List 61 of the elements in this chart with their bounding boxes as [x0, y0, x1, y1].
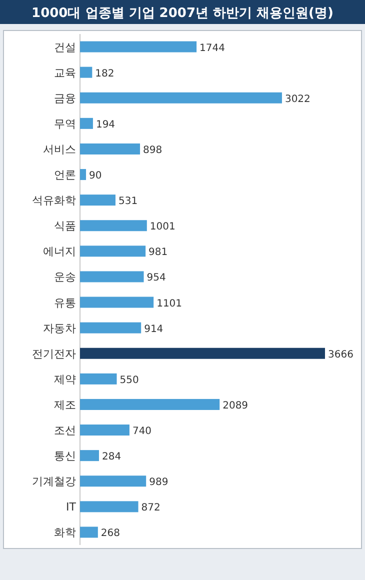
- y-tick-label: 유통: [54, 296, 76, 310]
- bar: [80, 348, 325, 359]
- data-label: 1101: [156, 298, 182, 310]
- y-tick-label: 무역: [54, 117, 76, 130]
- data-label: 898: [143, 144, 162, 156]
- bar: [80, 194, 116, 206]
- data-label: 872: [141, 502, 160, 514]
- bar: [80, 526, 98, 538]
- y-tick-label: IT: [66, 500, 76, 514]
- bar: [80, 246, 146, 257]
- bar: [80, 373, 117, 384]
- data-label: 740: [132, 426, 152, 438]
- bar: [80, 118, 93, 129]
- y-tick-label: 기계철강: [32, 475, 76, 488]
- y-tick-label: 서비스: [43, 142, 76, 156]
- bar: [80, 398, 220, 410]
- data-label: 531: [118, 196, 138, 208]
- bar: [80, 169, 86, 180]
- data-label: 989: [149, 477, 168, 488]
- y-tick-label: 전기전자: [32, 347, 76, 360]
- data-label: 90: [89, 170, 102, 182]
- y-tick-label: 조선: [54, 424, 76, 438]
- bar: [80, 143, 140, 154]
- y-tick-label: 금융: [54, 92, 76, 105]
- y-tick-label: 제약: [54, 372, 76, 386]
- bar: [80, 476, 146, 487]
- data-label: 182: [95, 68, 114, 80]
- y-tick-label: 화학: [54, 526, 76, 540]
- y-tick-label: 언론: [54, 168, 76, 182]
- bar: [80, 501, 138, 512]
- bar: [80, 271, 144, 282]
- bar: [80, 450, 99, 462]
- bar: [80, 322, 142, 334]
- data-label: 914: [144, 324, 164, 335]
- bar: [80, 66, 92, 78]
- bar: [80, 296, 154, 308]
- data-label: 3666: [328, 349, 354, 360]
- y-tick-label: 교육: [54, 66, 76, 80]
- y-tick-label: 제조: [54, 398, 76, 412]
- y-tick-label: 석유화학: [32, 194, 76, 208]
- bar: [80, 220, 147, 232]
- data-label: 981: [148, 247, 168, 258]
- bar: [80, 92, 282, 104]
- data-label: 284: [102, 452, 122, 463]
- y-tick-label: 식품: [54, 220, 76, 233]
- chart-title: 1000대 업종별 기업 2007년 하반기 채용인원(명): [32, 6, 334, 21]
- y-tick-label: 통신: [54, 450, 76, 463]
- y-tick-label: 운송: [54, 270, 76, 284]
- data-label: 194: [96, 119, 116, 130]
- data-label: 3022: [284, 94, 310, 105]
- data-label: 550: [120, 374, 139, 386]
- y-tick-label: 자동차: [43, 322, 76, 335]
- y-tick-label: 에너지: [43, 245, 76, 258]
- data-label: 2089: [222, 400, 248, 412]
- data-label: 954: [146, 272, 166, 284]
- data-label: 1001: [150, 222, 176, 233]
- bar: [80, 424, 130, 436]
- y-tick-label: 건설: [54, 40, 76, 54]
- data-label: 1744: [200, 42, 226, 54]
- data-label: 268: [100, 528, 120, 540]
- bar: [80, 41, 197, 52]
